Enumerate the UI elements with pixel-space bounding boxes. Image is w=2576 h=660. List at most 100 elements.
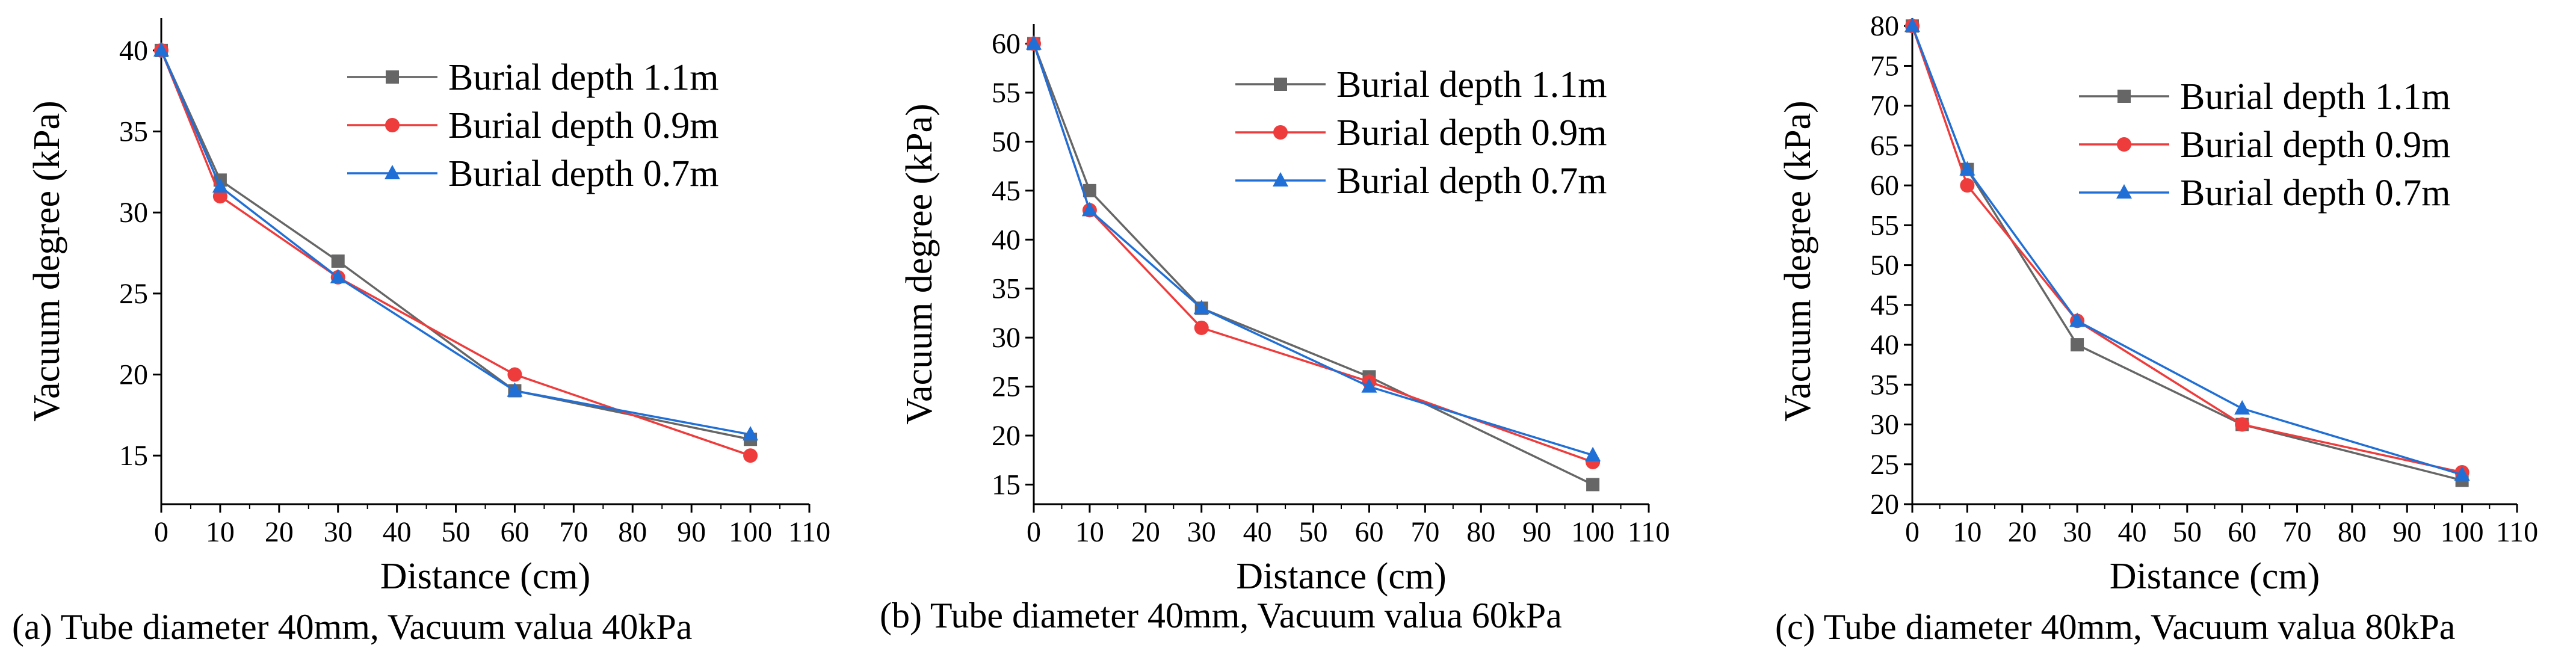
x-axis-title: Distance (cm) [1236, 556, 1446, 597]
data-point-s0-p1 [1083, 184, 1096, 197]
chart-panel-0: 0 10 20 30 40 50 60 70 80 90 100 110 15 20 25 30 35 40 Dis… [12, 18, 830, 647]
legend-marker-2 [1273, 172, 1288, 187]
figure-caption: (a) Tube diameter 40mm, Vacuum valua 40k… [12, 607, 692, 647]
y-tick-label: 50 [1870, 250, 1899, 282]
y-tick-label: 15 [992, 469, 1021, 501]
x-tick-label: 30 [2063, 516, 2092, 548]
data-point-s2-p4 [2454, 466, 2470, 481]
x-tick-label: 60 [2228, 516, 2256, 548]
data-point-s2-p2 [330, 268, 346, 283]
data-point-s2-p2 [2069, 312, 2086, 327]
legend-label-0: Burial depth 1.1m [2180, 76, 2450, 117]
x-tick-label: 70 [2283, 516, 2312, 548]
data-point-s0-p4 [1586, 478, 1600, 492]
y-axis-title: Vacuum degree (kPa) [899, 103, 940, 425]
x-tick-label: 50 [1299, 516, 1328, 548]
x-tick-label: 30 [324, 516, 353, 548]
y-axis-title: Vacuum degree (kPa) [1778, 100, 1818, 422]
x-tick-label: 100 [1571, 516, 1614, 548]
y-tick-label: 25 [119, 278, 148, 310]
x-tick-label: 110 [1628, 516, 1670, 548]
x-tick-label: 60 [500, 516, 529, 548]
figure-caption: (c) Tube diameter 40mm, Vacuum valua 80k… [1775, 607, 2455, 647]
data-point-s2-p1 [1081, 202, 1098, 217]
data-point-s1-p1 [212, 189, 227, 204]
series-line-1 [1033, 43, 1593, 463]
y-tick-label: 20 [119, 359, 148, 391]
legend-label-0: Burial depth 1.1m [448, 57, 718, 98]
series-line-0 [1033, 43, 1593, 486]
chart-panel-2: 0 10 20 30 40 50 60 70 80 90 100 110 20 25 30 35 40 45 50 5… [1775, 10, 2538, 647]
x-tick-label: 90 [677, 516, 706, 548]
y-tick-label: 40 [992, 224, 1021, 256]
x-axis-title: Distance (cm) [380, 556, 590, 597]
x-tick-label: 20 [265, 516, 294, 548]
series-line-2 [1033, 43, 1593, 457]
x-tick-label: 80 [1466, 516, 1495, 548]
x-tick-label: 90 [1522, 516, 1551, 548]
data-point-s1-p2 [1194, 320, 1209, 335]
x-tick-label: 40 [2117, 516, 2146, 548]
legend-label-2: Burial depth 0.7m [2180, 173, 2450, 214]
legend-marker-0 [2117, 90, 2131, 103]
legend-label-1: Burial depth 0.9m [448, 105, 718, 146]
data-point-s1-p1 [1960, 178, 1975, 193]
chart-panel-1: 0 10 20 30 40 50 60 70 80 90 100 110 15 20 25 30 35 40 45 5… [880, 24, 1670, 635]
data-point-s2-p3 [507, 382, 523, 397]
x-tick-label: 60 [1354, 516, 1383, 548]
data-point-s2-p1 [1959, 161, 1975, 176]
x-tick-label: 40 [383, 516, 412, 548]
legend-marker-1 [385, 118, 400, 132]
legend-label-2: Burial depth 0.7m [1336, 161, 1607, 202]
y-axis-title: Vacuum degree (kPa) [26, 100, 67, 422]
y-tick-label: 75 [1870, 50, 1899, 82]
data-point-s2-p0 [153, 42, 169, 57]
y-tick-label: 50 [992, 126, 1021, 158]
data-point-s2-p4 [1585, 446, 1601, 461]
data-point-s2-p4 [743, 426, 759, 441]
x-tick-label: 20 [1131, 516, 1160, 548]
y-tick-label: 20 [1870, 489, 1899, 520]
x-tick-label: 10 [206, 516, 235, 548]
x-tick-label: 50 [442, 516, 471, 548]
x-tick-label: 80 [2338, 516, 2367, 548]
legend-marker-0 [386, 70, 399, 84]
y-tick-label: 30 [119, 197, 148, 229]
x-tick-label: 90 [2392, 516, 2421, 548]
figure-caption: (b) Tube diameter 40mm, Vacuum valua 60k… [880, 596, 1562, 635]
y-tick-label: 80 [1870, 10, 1899, 42]
y-tick-label: 35 [992, 273, 1021, 305]
legend-marker-0 [1274, 78, 1287, 91]
data-point-s1-p4 [743, 448, 758, 463]
legend-marker-1 [1273, 125, 1288, 140]
x-tick-label: 0 [1027, 516, 1041, 548]
y-tick-label: 40 [1870, 329, 1899, 361]
legend-label-2: Burial depth 0.7m [448, 153, 718, 194]
legend-label-1: Burial depth 0.9m [2180, 125, 2450, 165]
x-tick-label: 50 [2173, 516, 2202, 548]
x-tick-label: 110 [788, 516, 830, 548]
y-tick-label: 40 [119, 35, 148, 67]
y-tick-label: 20 [992, 420, 1021, 452]
data-point-s2-p3 [1361, 378, 1377, 393]
y-tick-label: 25 [1870, 449, 1899, 481]
data-point-s1-p3 [2235, 417, 2250, 432]
y-tick-label: 45 [1870, 289, 1899, 321]
legend-marker-2 [385, 165, 400, 179]
data-point-s2-p0 [1904, 17, 1920, 32]
x-tick-label: 110 [2496, 516, 2538, 548]
x-tick-label: 0 [154, 516, 168, 548]
y-tick-label: 55 [1870, 209, 1899, 241]
legend-label-0: Burial depth 1.1m [1336, 64, 1607, 105]
x-tick-label: 100 [729, 516, 772, 548]
y-tick-label: 30 [1870, 409, 1899, 441]
x-tick-label: 70 [559, 516, 588, 548]
y-tick-label: 55 [992, 77, 1021, 109]
legend-marker-2 [2116, 184, 2132, 199]
legend-label-1: Burial depth 0.9m [1336, 113, 1607, 153]
y-tick-label: 30 [992, 322, 1021, 354]
data-point-s2-p3 [2234, 400, 2250, 415]
x-tick-label: 30 [1187, 516, 1216, 548]
data-point-s2-p1 [212, 178, 228, 193]
